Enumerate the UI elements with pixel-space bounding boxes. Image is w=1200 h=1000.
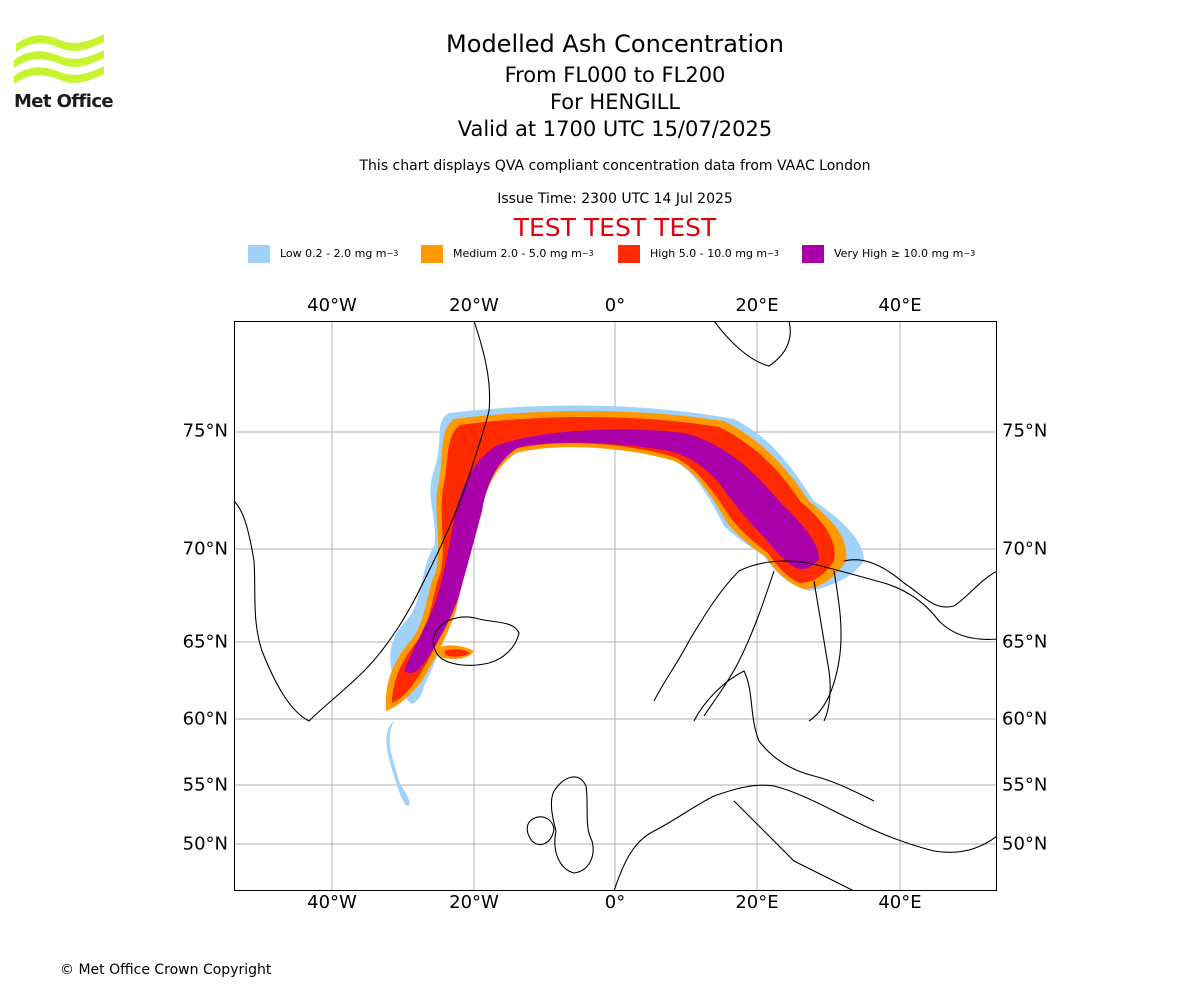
lat-label-left-55n: 55°N	[182, 774, 228, 796]
legend-label-very-high: Very High ≥ 10.0 mg m	[834, 247, 964, 260]
lat-label-left-65n: 65°N	[182, 631, 228, 653]
lat-label-left-50n: 50°N	[182, 833, 228, 855]
lon-label-top-20e: 20°E	[735, 295, 779, 316]
lon-label-top-40w: 40°W	[307, 295, 357, 316]
lat-label-left-60n: 60°N	[182, 708, 228, 730]
lon-label-top-40e: 40°E	[878, 295, 922, 316]
border-norway-sweden	[703, 570, 775, 717]
coast-britain	[550, 776, 594, 874]
lon-label-bottom-40w: 40°W	[307, 892, 357, 913]
border-central-europe	[733, 800, 855, 891]
legend-item-low: Low 0.2 - 2.0 mg m −3	[248, 244, 398, 263]
map-gridlines	[234, 321, 997, 891]
copyright-notice: © Met Office Crown Copyright	[60, 962, 272, 978]
legend-swatch-very-high	[802, 244, 824, 263]
lat-label-right-50n: 50°N	[1002, 833, 1048, 855]
legend-label-medium: Medium 2.0 - 5.0 mg m	[453, 247, 582, 260]
logo-waves-icon	[14, 34, 104, 84]
legend-label-high: High 5.0 - 10.0 mg m	[650, 247, 768, 260]
ash-concentration-map	[234, 321, 997, 891]
lat-label-left-70n: 70°N	[182, 538, 228, 560]
lat-label-right-75n: 75°N	[1002, 420, 1048, 442]
legend-item-medium: Medium 2.0 - 5.0 mg m −3	[421, 244, 594, 263]
border-sweden-finland	[813, 580, 831, 722]
logo-text: Met Office	[14, 91, 114, 112]
legend-item-very-high: Very High ≥ 10.0 mg m −3	[802, 244, 975, 263]
coast-svalbard	[713, 321, 791, 367]
legend-unit-exp: −3	[581, 249, 594, 258]
lat-label-right-55n: 55°N	[1002, 774, 1048, 796]
legend-unit-exp: −3	[386, 249, 399, 258]
test-banner: TEST TEST TEST	[513, 213, 717, 242]
lon-label-bottom-0: 0°	[604, 892, 626, 913]
lat-label-left-75n: 75°N	[182, 420, 228, 442]
coast-europe	[613, 784, 997, 891]
legend-swatch-medium	[421, 244, 443, 263]
met-office-logo	[14, 30, 106, 112]
legend-unit-exp: −3	[767, 249, 779, 258]
lon-label-top-20w: 20°W	[449, 295, 499, 316]
lon-label-top-0: 0°	[604, 295, 626, 316]
legend-item-high: High 5.0 - 10.0 mg m −3	[618, 244, 779, 263]
flight-level-range: From FL000 to FL200	[504, 63, 726, 87]
chart-title: Modelled Ash Concentration	[446, 30, 784, 58]
coast-scandinavia	[653, 560, 997, 702]
lon-label-bottom-20e: 20°E	[735, 892, 779, 913]
lon-label-bottom-20w: 20°W	[449, 892, 499, 913]
coastlines	[234, 321, 997, 891]
volcano-name: For HENGILL	[549, 90, 681, 114]
qva-disclaimer: This chart displays QVA compliant concen…	[359, 158, 871, 174]
coast-iceland	[432, 616, 520, 666]
legend-swatch-high	[618, 244, 640, 263]
legend-unit-exp: −3	[963, 249, 976, 258]
valid-time: Valid at 1700 UTC 15/07/2025	[457, 117, 773, 141]
coast-greenland	[234, 321, 491, 722]
lat-label-right-65n: 65°N	[1002, 631, 1048, 653]
legend-swatch-low	[248, 244, 270, 263]
lat-label-right-60n: 60°N	[1002, 708, 1048, 730]
ash-plume	[385, 405, 864, 806]
coast-north-russia	[843, 559, 997, 608]
legend-label-low: Low 0.2 - 2.0 mg m	[280, 247, 387, 260]
lon-label-bottom-40e: 40°E	[878, 892, 922, 913]
border-finland-russia	[808, 570, 842, 722]
ash-layer-low-tail	[386, 721, 410, 806]
map-frame	[234, 321, 997, 891]
ash-iceland-patch-high	[444, 649, 470, 657]
coast-ireland	[526, 816, 555, 846]
lat-label-right-70n: 70°N	[1002, 538, 1048, 560]
issue-time: Issue Time: 2300 UTC 14 Jul 2025	[497, 191, 733, 207]
